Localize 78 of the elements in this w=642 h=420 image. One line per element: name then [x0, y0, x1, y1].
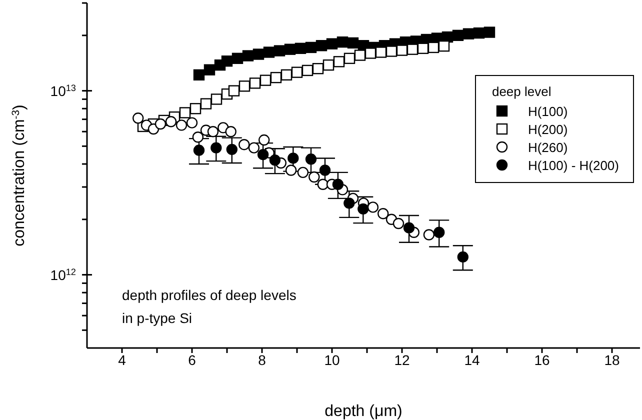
legend-label: H(100) [528, 104, 568, 118]
point [358, 203, 369, 215]
point [200, 98, 212, 110]
x-tick-label: 14 [464, 352, 480, 368]
point [392, 218, 404, 230]
x-tick-label: 4 [118, 352, 126, 368]
point [248, 142, 260, 154]
point [438, 40, 450, 52]
x-axis-title: depth (μm) [324, 403, 402, 420]
point [333, 56, 345, 68]
point [375, 46, 387, 58]
point [192, 132, 204, 143]
point [285, 164, 297, 176]
point [270, 72, 282, 84]
point [322, 59, 334, 71]
point [319, 164, 331, 176]
point [176, 120, 188, 131]
point [308, 171, 320, 183]
point [238, 138, 250, 150]
point [193, 144, 205, 156]
point [280, 69, 292, 80]
x-tick-label: 6 [188, 352, 196, 368]
point [428, 42, 440, 54]
point [344, 52, 356, 64]
point [378, 208, 389, 220]
point [260, 74, 272, 86]
point [207, 126, 219, 138]
point [364, 48, 376, 59]
point [484, 26, 496, 38]
point [132, 112, 144, 124]
point [367, 202, 379, 213]
y-tick-label: 10$^{13}$ [50, 82, 76, 99]
point [179, 107, 191, 118]
x-tick-label: 10 [324, 352, 340, 368]
y-tick-label: 10$^{12}$ [50, 266, 76, 283]
point [417, 42, 429, 54]
x-tick-label: 16 [534, 352, 550, 368]
point [406, 44, 418, 55]
x-tick-label: 8 [258, 352, 266, 368]
point [228, 85, 240, 96]
point [302, 64, 314, 76]
point [210, 142, 222, 154]
point [354, 50, 366, 61]
point [204, 64, 216, 76]
legend-label: H(200) [528, 122, 568, 136]
point [423, 229, 435, 240]
point [305, 154, 317, 165]
point [344, 198, 355, 209]
annotation: depth profiles of deep levels in p-type Si [122, 286, 296, 328]
point [434, 226, 445, 238]
point [457, 251, 468, 263]
point [226, 144, 238, 156]
point [386, 46, 398, 57]
point [238, 80, 250, 92]
point [396, 44, 408, 56]
x-tick-label: 18 [604, 352, 620, 368]
point [249, 78, 261, 89]
point [269, 154, 281, 166]
point [312, 63, 324, 74]
point [317, 178, 328, 190]
point [332, 178, 344, 190]
legend-label: H(260) [528, 140, 568, 154]
point [291, 66, 303, 78]
point [165, 116, 177, 128]
point [210, 94, 222, 105]
point [257, 148, 269, 160]
point [403, 222, 415, 234]
point [225, 126, 236, 138]
legend-label: H(100) - H(200) [528, 158, 619, 172]
point [154, 118, 166, 130]
legend-title: deep level [492, 84, 552, 99]
point [297, 166, 309, 178]
point [190, 103, 202, 114]
point [193, 69, 205, 80]
x-tick-label: 12 [394, 352, 410, 368]
point [186, 117, 198, 128]
point [288, 152, 299, 164]
point [258, 134, 270, 146]
